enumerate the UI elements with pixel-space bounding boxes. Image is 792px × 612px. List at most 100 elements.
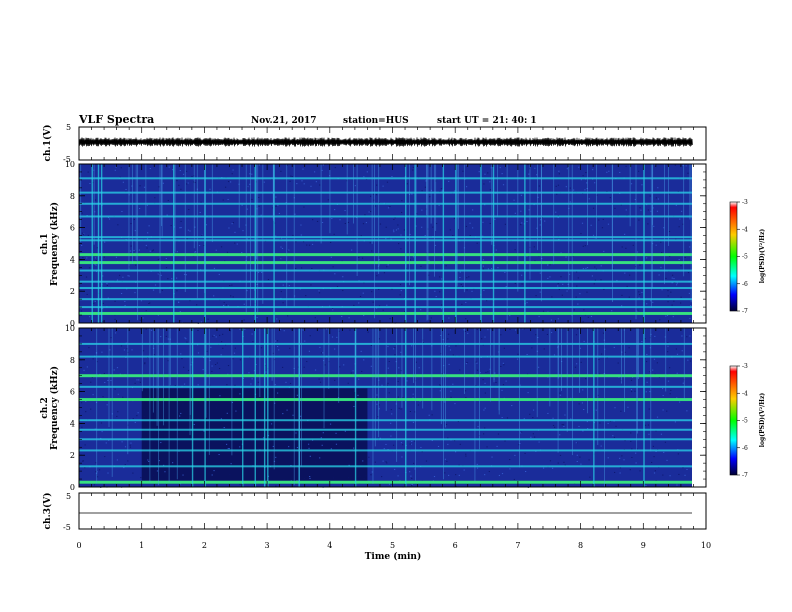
spectrogram-noise xyxy=(494,373,495,374)
spectrogram-spheric xyxy=(257,164,258,314)
spectrogram-noise xyxy=(119,275,120,276)
spectrogram-noise xyxy=(316,181,317,182)
spectrogram-noise xyxy=(494,219,495,220)
spectrogram-noise xyxy=(167,215,168,216)
spectrogram-noise xyxy=(345,431,346,432)
spectrogram-noise xyxy=(549,276,550,277)
spectrogram-noise xyxy=(584,341,585,342)
spectrogram-noise xyxy=(624,234,625,235)
spectrogram-noise xyxy=(670,390,671,391)
spectrogram-noise xyxy=(557,286,558,287)
spectrogram-noise xyxy=(263,424,264,425)
spectrogram-noise xyxy=(323,432,324,433)
spectrogram-noise xyxy=(233,222,234,223)
spectrogram-burst xyxy=(242,328,243,487)
spectrogram-noise xyxy=(534,246,535,247)
spectrogram-band xyxy=(79,419,692,421)
spectrogram-noise xyxy=(382,186,383,187)
spectrogram-noise xyxy=(670,292,671,293)
spectrogram-noise xyxy=(385,238,386,239)
spectrogram-bright-band xyxy=(79,374,692,377)
spectrogram-noise xyxy=(400,409,401,410)
spectrogram-noise xyxy=(104,382,105,383)
spectrogram-noise xyxy=(485,393,486,394)
spectrogram-noise xyxy=(535,295,536,296)
spectrogram-noise xyxy=(477,370,478,371)
spectrogram-noise xyxy=(686,165,687,166)
spectrogram-noise xyxy=(547,278,548,279)
spectrogram-band xyxy=(79,429,692,431)
spectrogram-spheric xyxy=(377,328,378,378)
spectrogram-noise xyxy=(229,285,230,286)
spectrogram-noise xyxy=(277,205,278,206)
spectrogram-noise xyxy=(522,283,523,284)
spectrogram-noise xyxy=(449,364,450,365)
spectrogram-noise xyxy=(544,348,545,349)
spectrogram-noise xyxy=(517,359,518,360)
spectrogram-noise xyxy=(104,242,105,243)
spectrogram-noise xyxy=(689,246,690,247)
xtick-label: 3 xyxy=(265,541,270,550)
spectrogram-band xyxy=(79,386,692,388)
spectrogram-noise xyxy=(394,347,395,348)
spectrogram-noise xyxy=(673,301,674,302)
spectrogram-noise xyxy=(402,397,403,398)
spectrogram-spheric xyxy=(137,164,138,320)
spectrogram-band xyxy=(79,270,692,272)
spectrogram-noise xyxy=(315,462,316,463)
spectrogram-noise xyxy=(339,219,340,220)
spectrogram-spheric xyxy=(142,328,143,391)
spectrogram-spheric xyxy=(499,328,500,414)
spectrogram-noise xyxy=(598,359,599,360)
spectrogram-noise xyxy=(594,283,595,284)
spectrogram-noise xyxy=(210,360,211,361)
spectrogram-noise xyxy=(196,479,197,480)
spectrogram-noise xyxy=(504,348,505,349)
spectrogram-noise xyxy=(389,318,390,319)
spectrogram-spheric xyxy=(684,328,685,400)
spectrogram-noise xyxy=(649,371,650,372)
spectrogram-noise xyxy=(357,395,358,396)
spectrogram-noise xyxy=(351,373,352,374)
spectrogram-noise xyxy=(83,234,84,235)
spectrogram-noise xyxy=(207,413,208,414)
spectrogram-noise xyxy=(179,416,180,417)
spectrogram-noise xyxy=(475,362,476,363)
ch1-waveform-trace xyxy=(79,137,693,146)
spectrogram-noise xyxy=(484,383,485,384)
spectrogram-noise xyxy=(185,338,186,339)
spectrogram-noise xyxy=(186,274,187,275)
spectrogram-noise xyxy=(142,317,143,318)
spectrogram-noise xyxy=(663,452,664,453)
spectrogram-noise xyxy=(127,275,128,276)
spectrogram-noise xyxy=(521,275,522,276)
spectrogram-noise xyxy=(466,289,467,290)
spectrogram-noise xyxy=(224,302,225,303)
spectrogram-noise xyxy=(400,248,401,249)
spectrogram-band xyxy=(79,239,692,241)
spectrogram-spheric xyxy=(443,328,444,479)
spectrogram-noise xyxy=(265,372,266,373)
spectrogram-noise xyxy=(82,257,83,258)
spectrogram-spheric xyxy=(434,164,435,277)
spectrogram-noise xyxy=(371,291,372,292)
spectrogram-noise xyxy=(594,182,595,183)
spectrogram-noise xyxy=(444,401,445,402)
spectrogram-noise xyxy=(168,360,169,361)
spectrogram-noise xyxy=(389,484,390,485)
spectrogram-noise xyxy=(146,329,147,330)
spectrogram-noise xyxy=(160,442,161,443)
spectrogram-noise xyxy=(631,457,632,458)
spectrogram-noise xyxy=(304,183,305,184)
spectrogram-noise xyxy=(448,318,449,319)
spectrogram-noise xyxy=(176,180,177,181)
spectrogram-noise xyxy=(226,444,227,445)
spectrogram-spheric xyxy=(256,164,257,260)
spectrogram-noise xyxy=(626,209,627,210)
spectrogram-noise xyxy=(164,392,165,393)
spectrogram-noise xyxy=(558,171,559,172)
spectrogram-noise xyxy=(332,308,333,309)
spectrogram-noise xyxy=(139,185,140,186)
spectrogram-noise xyxy=(490,189,491,190)
spectrogram-noise xyxy=(275,457,276,458)
